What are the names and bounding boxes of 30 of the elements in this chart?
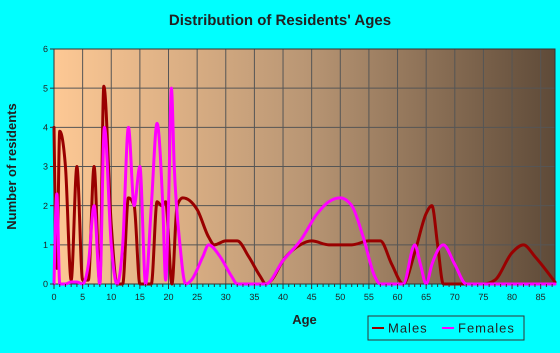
chart-title: Distribution of Residents' Ages (168, 12, 392, 29)
legend-label: Females (458, 320, 515, 336)
y-tick-label: 5 (42, 83, 48, 94)
x-tick-label: 15 (134, 292, 145, 302)
y-tick-label: 3 (42, 162, 48, 172)
x-tick-label: 20 (164, 292, 174, 302)
x-tick-label: 75 (478, 292, 488, 302)
x-tick-label: 5 (80, 292, 86, 302)
legend-label: Males (388, 320, 428, 336)
x-tick-label: 35 (249, 292, 260, 302)
y-tick-label: 4 (42, 122, 48, 132)
x-tick-label: 50 (335, 292, 346, 302)
x-tick-label: 60 (392, 292, 403, 302)
x-tick-label: 85 (536, 292, 546, 302)
x-tick-label: 80 (507, 292, 518, 302)
x-tick-label: 65 (421, 292, 432, 302)
x-axis-title: Age (292, 312, 317, 327)
x-tick-label: 30 (220, 292, 231, 302)
y-tick-label: 2 (42, 200, 48, 211)
x-tick-label: 55 (364, 292, 374, 302)
y-tick-label: 1 (42, 240, 48, 250)
x-tick-label: 10 (106, 292, 116, 302)
y-tick-label: 0 (42, 279, 48, 290)
x-tick-label: 0 (51, 292, 57, 302)
x-tick-label: 40 (278, 292, 288, 302)
y-tick-label: 6 (42, 44, 48, 54)
x-tick-label: 25 (192, 292, 202, 302)
x-tick-label: 45 (306, 292, 317, 302)
x-tick-label: 70 (450, 292, 460, 302)
y-axis-title: Number of residents (4, 103, 19, 230)
